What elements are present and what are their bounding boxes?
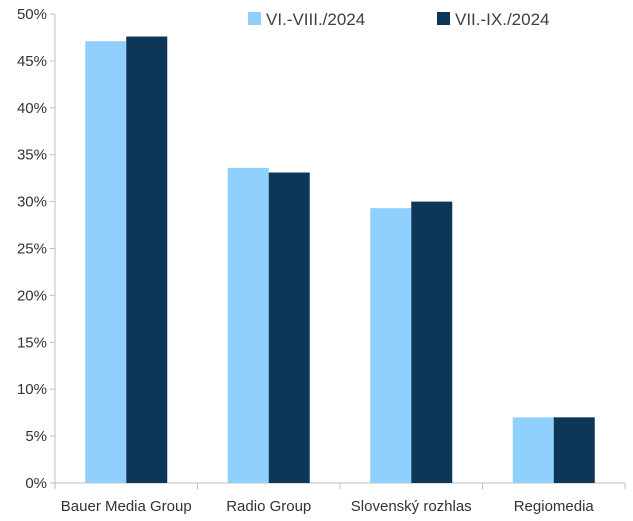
- y-axis-ticks: 0% 5% 10% 15% 20% 25% 30% 35% 40% 45% 50%: [17, 6, 55, 492]
- x-category-label: Radio Group: [226, 498, 311, 515]
- x-category-label: Regiomedia: [514, 498, 595, 515]
- y-tick-label: 50%: [17, 6, 47, 23]
- x-category-label: Slovenský rozhlas: [351, 498, 472, 515]
- y-tick-label: 20%: [17, 287, 47, 304]
- x-axis-labels: Bauer Media Group Radio Group Slovenský ro…: [61, 498, 595, 515]
- bar-series2: [553, 417, 595, 483]
- legend-label: VI.-VIII./2024: [266, 10, 365, 29]
- y-tick-label: 15%: [17, 334, 47, 351]
- bar-series1: [227, 167, 269, 483]
- y-tick-label: 25%: [17, 241, 47, 258]
- bar-series2: [411, 201, 453, 483]
- bar-series2: [268, 172, 310, 483]
- y-tick-label: 45%: [17, 53, 47, 70]
- legend-swatch: [248, 12, 261, 25]
- chart-legend: VI.-VIII./2024 VII.-IX./2024: [248, 10, 550, 29]
- chart-bars: [85, 36, 595, 484]
- y-tick-label: 10%: [17, 381, 47, 398]
- y-tick-label: 0%: [25, 475, 47, 492]
- y-tick-label: 40%: [17, 100, 47, 117]
- bar-series2: [126, 36, 168, 484]
- legend-label: VII.-IX./2024: [455, 10, 550, 29]
- bar-series1: [85, 41, 127, 484]
- legend-swatch: [437, 12, 450, 25]
- y-tick-label: 35%: [17, 147, 47, 164]
- x-category-label: Bauer Media Group: [61, 498, 192, 515]
- y-tick-label: 30%: [17, 194, 47, 211]
- bar-series1: [370, 208, 412, 483]
- y-tick-label: 5%: [25, 428, 47, 445]
- bar-series1: [512, 417, 554, 483]
